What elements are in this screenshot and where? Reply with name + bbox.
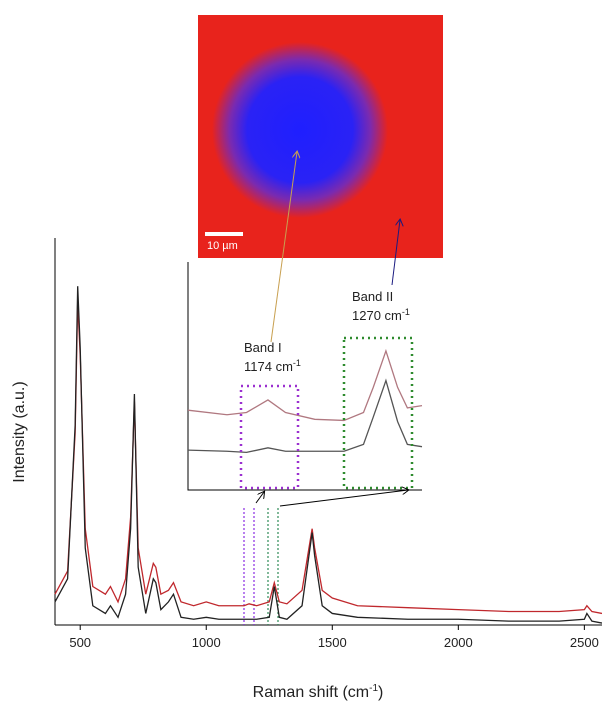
band-box bbox=[342, 336, 414, 490]
arrow bbox=[270, 152, 297, 343]
main-chart: Intensity (a.u.) Raman shift (cm-1) 500 1… bbox=[11, 238, 602, 701]
arrow bbox=[391, 220, 400, 286]
spectrum-line bbox=[54, 301, 602, 615]
band-label: Band II bbox=[352, 289, 393, 304]
map-particle bbox=[212, 42, 388, 218]
x-tick-label: 2000 bbox=[444, 635, 473, 650]
spectrum-line bbox=[187, 348, 423, 422]
x-axis-label: Raman shift (cm-1) bbox=[253, 683, 384, 701]
inset-axes bbox=[187, 262, 422, 491]
x-tick-label: 1500 bbox=[318, 635, 347, 650]
arrow bbox=[279, 490, 408, 507]
spectrum-line bbox=[187, 378, 423, 454]
band-position: 1174 cm-1 bbox=[244, 358, 301, 374]
band-box bbox=[239, 384, 300, 490]
spectrum-line bbox=[54, 286, 602, 624]
band-markers bbox=[243, 508, 279, 625]
scale-bar-label: 10 µm bbox=[207, 240, 238, 252]
x-tick-label: 1000 bbox=[192, 635, 221, 650]
inset-chart: Band I 1174 cm-1 Band II 1270 cm-1 bbox=[187, 262, 423, 507]
arrow bbox=[255, 492, 264, 504]
x-tick-label: 2500 bbox=[570, 635, 599, 650]
band-label: Band I bbox=[244, 340, 282, 355]
x-tick-label: 500 bbox=[69, 635, 91, 650]
inset-lines bbox=[187, 348, 423, 454]
band-position: 1270 cm-1 bbox=[352, 307, 410, 323]
scale-bar bbox=[205, 232, 243, 236]
y-axis-label: Intensity (a.u.) bbox=[11, 381, 28, 482]
raman-map: 10 µm bbox=[198, 15, 443, 343]
inset-background bbox=[188, 262, 422, 490]
